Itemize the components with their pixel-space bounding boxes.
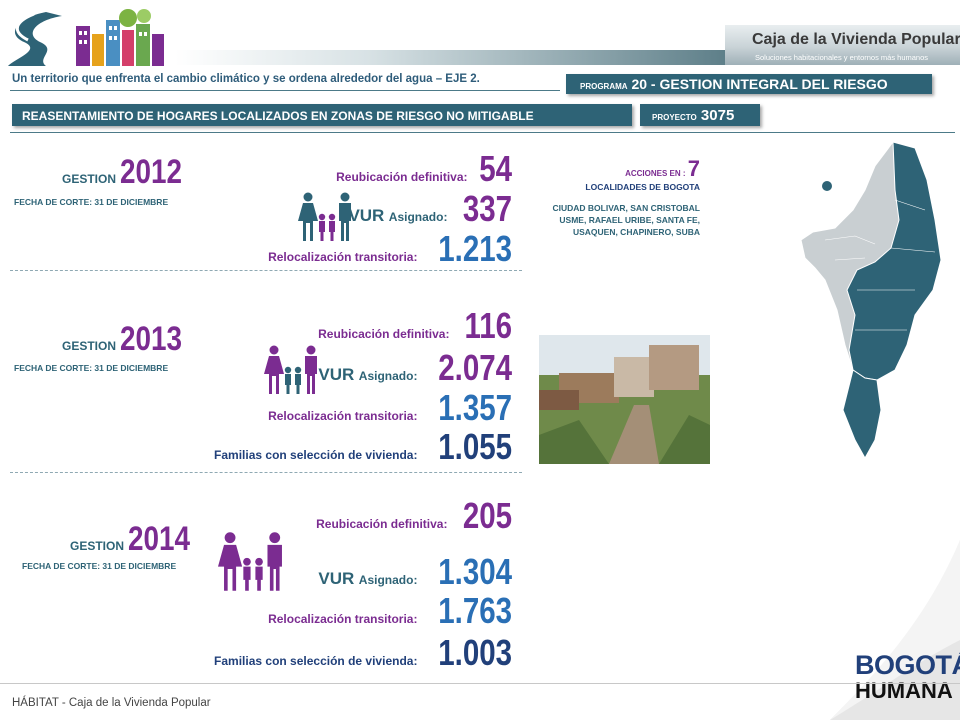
bogota-humana-logo: BOGOTÁ HUMANA (855, 650, 960, 708)
vur-value: 1.304 (438, 551, 512, 592)
gestion-2014-heading: GESTION 2014 (70, 520, 204, 559)
footer-divider (0, 683, 960, 684)
relocalizacion-label: Relocalización transitoria: (268, 250, 418, 264)
cvp-logo-graphic (8, 9, 164, 66)
relocalizacion-label: Relocalización transitoria: (268, 612, 418, 626)
reubicacion-2014: Reubicación definitiva: 205 (316, 495, 512, 537)
vur-sub-label: Asignado: (358, 369, 418, 383)
relocalizacion-value: 1.357 (438, 387, 512, 428)
gestion-label: GESTION (62, 339, 117, 353)
proyecto-bar: PROYECTO 3075 (640, 104, 760, 126)
section-divider (10, 270, 522, 271)
relocalizacion-value: 1.213 (438, 228, 512, 269)
relocalizacion-value: 1.763 (438, 590, 512, 631)
relocalizacion-label: Relocalización transitoria: (268, 409, 418, 423)
vur-sub-label: Asignado: (358, 573, 418, 587)
fecha-corte: FECHA DE CORTE: 31 DE DICIEMBRE (14, 197, 169, 207)
programa-prefix: PROGRAMA (580, 82, 628, 91)
acciones-count: 7 (687, 156, 700, 181)
programa-bar: PROGRAMA 20 - GESTION INTEGRAL DEL RIESG… (566, 74, 932, 94)
gestion-2013-heading: GESTION 2013 (62, 320, 196, 359)
gestion-label: GESTION (70, 539, 125, 553)
reubicacion-label: Reubicación definitiva: (316, 517, 448, 531)
reubicacion-label: Reubicación definitiva: (318, 327, 450, 341)
programa-text: 20 - GESTION INTEGRAL DEL RIESGO (631, 76, 888, 92)
fecha-corte: FECHA DE CORTE: 31 DE DICIEMBRE (22, 561, 177, 571)
vur-label: VUR (348, 206, 385, 225)
vur-2014: VUR Asignado: 1.304 (318, 551, 512, 593)
fecha-corte: FECHA DE CORTE: 31 DE DICIEMBRE (14, 363, 169, 373)
reubicacion-2013: Reubicación definitiva: 116 (318, 305, 512, 347)
vur-label: VUR (318, 365, 355, 384)
vur-2012: VUR Asignado: 337 (348, 188, 512, 230)
neighborhood-photo (539, 335, 710, 464)
gestion-year: 2012 (120, 153, 183, 191)
acciones-block: ACCIONES EN : 7 LOCALIDADES DE BOGOTA CI… (540, 156, 701, 238)
brand-title: Caja de la Vivienda Popular (752, 31, 960, 48)
family-icon (264, 345, 317, 394)
vur-2013: VUR Asignado: 2.074 (318, 347, 512, 389)
relocalizacion-2014: Relocalización transitoria: 1.763 (268, 590, 512, 632)
acciones-prefix: ACCIONES EN : (625, 169, 686, 178)
divider (10, 90, 560, 91)
familias-2013: Familias con selección de vivienda: 1.05… (214, 426, 512, 468)
reubicacion-value: 116 (464, 305, 512, 346)
reasentamiento-bar: REASENTAMIENTO DE HOGARES LOCALIZADOS EN… (12, 104, 632, 126)
section-divider (10, 472, 522, 473)
bogota-logo-line2: HUMANA (855, 678, 953, 703)
reubicacion-label: Reubicación definitiva: (336, 170, 468, 184)
vur-value: 337 (462, 188, 512, 229)
relocalizacion-2012: Relocalización transitoria: 1.213 (268, 228, 512, 270)
familias-label: Familias con selección de vivienda: (214, 654, 418, 668)
reubicacion-value: 54 (479, 148, 512, 189)
footer-text: HÁBITAT - Caja de la Vivienda Popular (12, 697, 211, 709)
familias-value: 1.055 (438, 426, 512, 467)
vur-value: 2.074 (438, 347, 512, 388)
localidades-label: LOCALIDADES DE BOGOTA (585, 182, 700, 192)
gestion-label: GESTION (62, 172, 117, 186)
bogota-localidades-map (800, 141, 942, 460)
familias-value: 1.003 (438, 632, 512, 673)
relocalizacion-2013: Relocalización transitoria: 1.357 (268, 387, 512, 429)
gestion-2012-heading: GESTION 2012 (62, 153, 196, 192)
brand-subtitle: Soluciones habitacionales y entornos más… (755, 53, 929, 62)
proyecto-prefix: PROYECTO (652, 113, 697, 122)
gestion-year: 2013 (120, 320, 183, 358)
familias-label: Familias con selección de vivienda: (214, 448, 418, 462)
vur-label: VUR (318, 569, 355, 588)
reubicacion-value: 205 (462, 495, 512, 536)
divider (10, 132, 955, 133)
reubicacion-2012: Reubicación definitiva: 54 (336, 148, 512, 190)
vur-sub-label: Asignado: (388, 210, 448, 224)
familias-2014: Familias con selección de vivienda: 1.00… (214, 632, 512, 674)
bogota-logo-line1: BOGOTÁ (855, 650, 960, 680)
proyecto-number: 3075 (700, 107, 735, 124)
localidades-list: CIUDAD BOLIVAR, SAN CRISTOBAL USME, RAFA… (552, 203, 701, 237)
tagline: Un territorio que enfrenta el cambio cli… (12, 73, 480, 85)
header-gradient-strip (175, 50, 725, 65)
family-icon (298, 192, 351, 241)
acciones-heading: ACCIONES EN : 7 (540, 156, 700, 182)
page-curl-decoration (830, 540, 960, 720)
family-icon (218, 532, 282, 591)
gestion-year: 2014 (128, 520, 191, 558)
brand-band (725, 25, 960, 65)
